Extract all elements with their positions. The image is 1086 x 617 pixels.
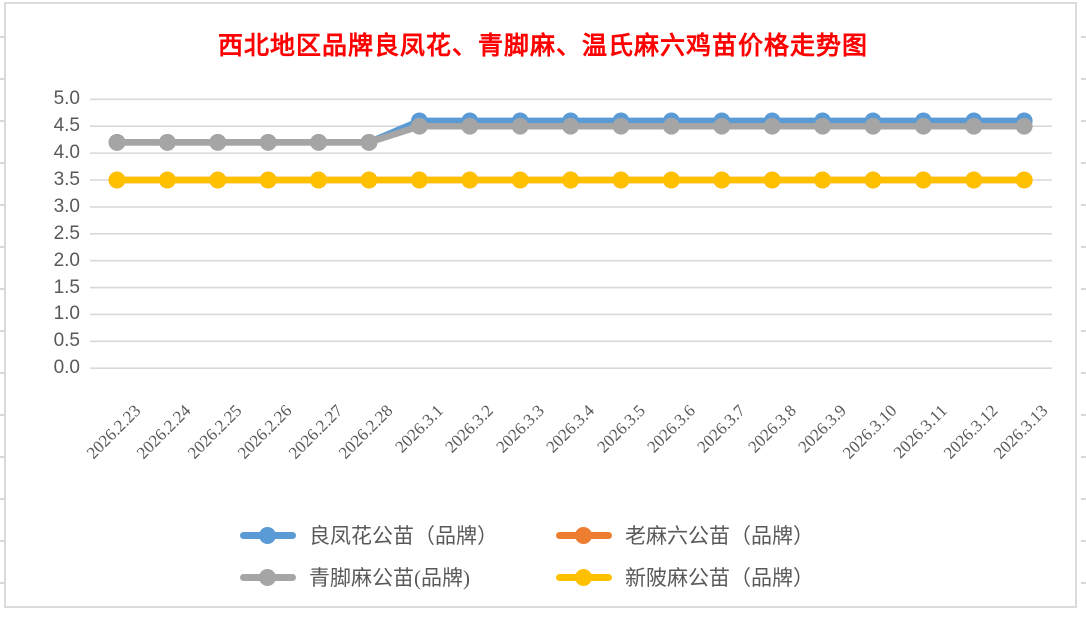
y-axis-tick-label: 0.5 bbox=[53, 330, 80, 352]
legend-item[interactable]: 青脚麻公苗(品牌) bbox=[240, 562, 556, 592]
spreadsheet-edge-left bbox=[0, 0, 4, 617]
legend-label: 老麻六公苗（品牌） bbox=[625, 524, 814, 548]
chart-frame[interactable] bbox=[4, 2, 1077, 608]
legend-line-marker-icon bbox=[240, 568, 296, 586]
y-axis-tick-label: 1.0 bbox=[53, 303, 80, 325]
legend-label: 良凤花公苗（品牌） bbox=[309, 524, 498, 548]
legend-label: 新陂麻公苗（品牌） bbox=[625, 566, 814, 590]
y-axis-tick-label: 2.0 bbox=[53, 249, 80, 271]
legend-line-marker-icon bbox=[556, 568, 612, 586]
spreadsheet-edge-right bbox=[1081, 0, 1086, 617]
y-axis-tick-label: 3.0 bbox=[53, 195, 80, 217]
y-axis-tick-label: 3.5 bbox=[53, 169, 80, 190]
legend-item[interactable]: 老麻六公苗（品牌） bbox=[556, 520, 872, 550]
y-axis-tick-label: 2.5 bbox=[53, 222, 80, 244]
y-axis-tick-label: 1.5 bbox=[53, 276, 80, 298]
y-axis-tick-label: 4.5 bbox=[53, 115, 80, 137]
y-axis-tick-label: 5.0 bbox=[53, 88, 80, 110]
legend-item[interactable]: 良凤花公苗（品牌） bbox=[240, 520, 556, 550]
y-axis-tick-label: 4.0 bbox=[53, 142, 80, 164]
legend-label: 青脚麻公苗(品牌) bbox=[309, 566, 470, 590]
legend[interactable]: 良凤花公苗（品牌） 老麻六公苗（品牌） 青脚麻公苗(品牌) 新陂麻公苗（品牌） bbox=[240, 514, 872, 598]
legend-line-marker-icon bbox=[556, 526, 612, 544]
legend-line-marker-icon bbox=[240, 526, 296, 544]
y-axis-tick-label: 0.0 bbox=[53, 357, 80, 379]
legend-item[interactable]: 新陂麻公苗（品牌） bbox=[556, 562, 872, 592]
chart-title[interactable]: 西北地区品牌良凤花、青脚麻、温氏麻六鸡苗价格走势图 bbox=[217, 33, 868, 60]
